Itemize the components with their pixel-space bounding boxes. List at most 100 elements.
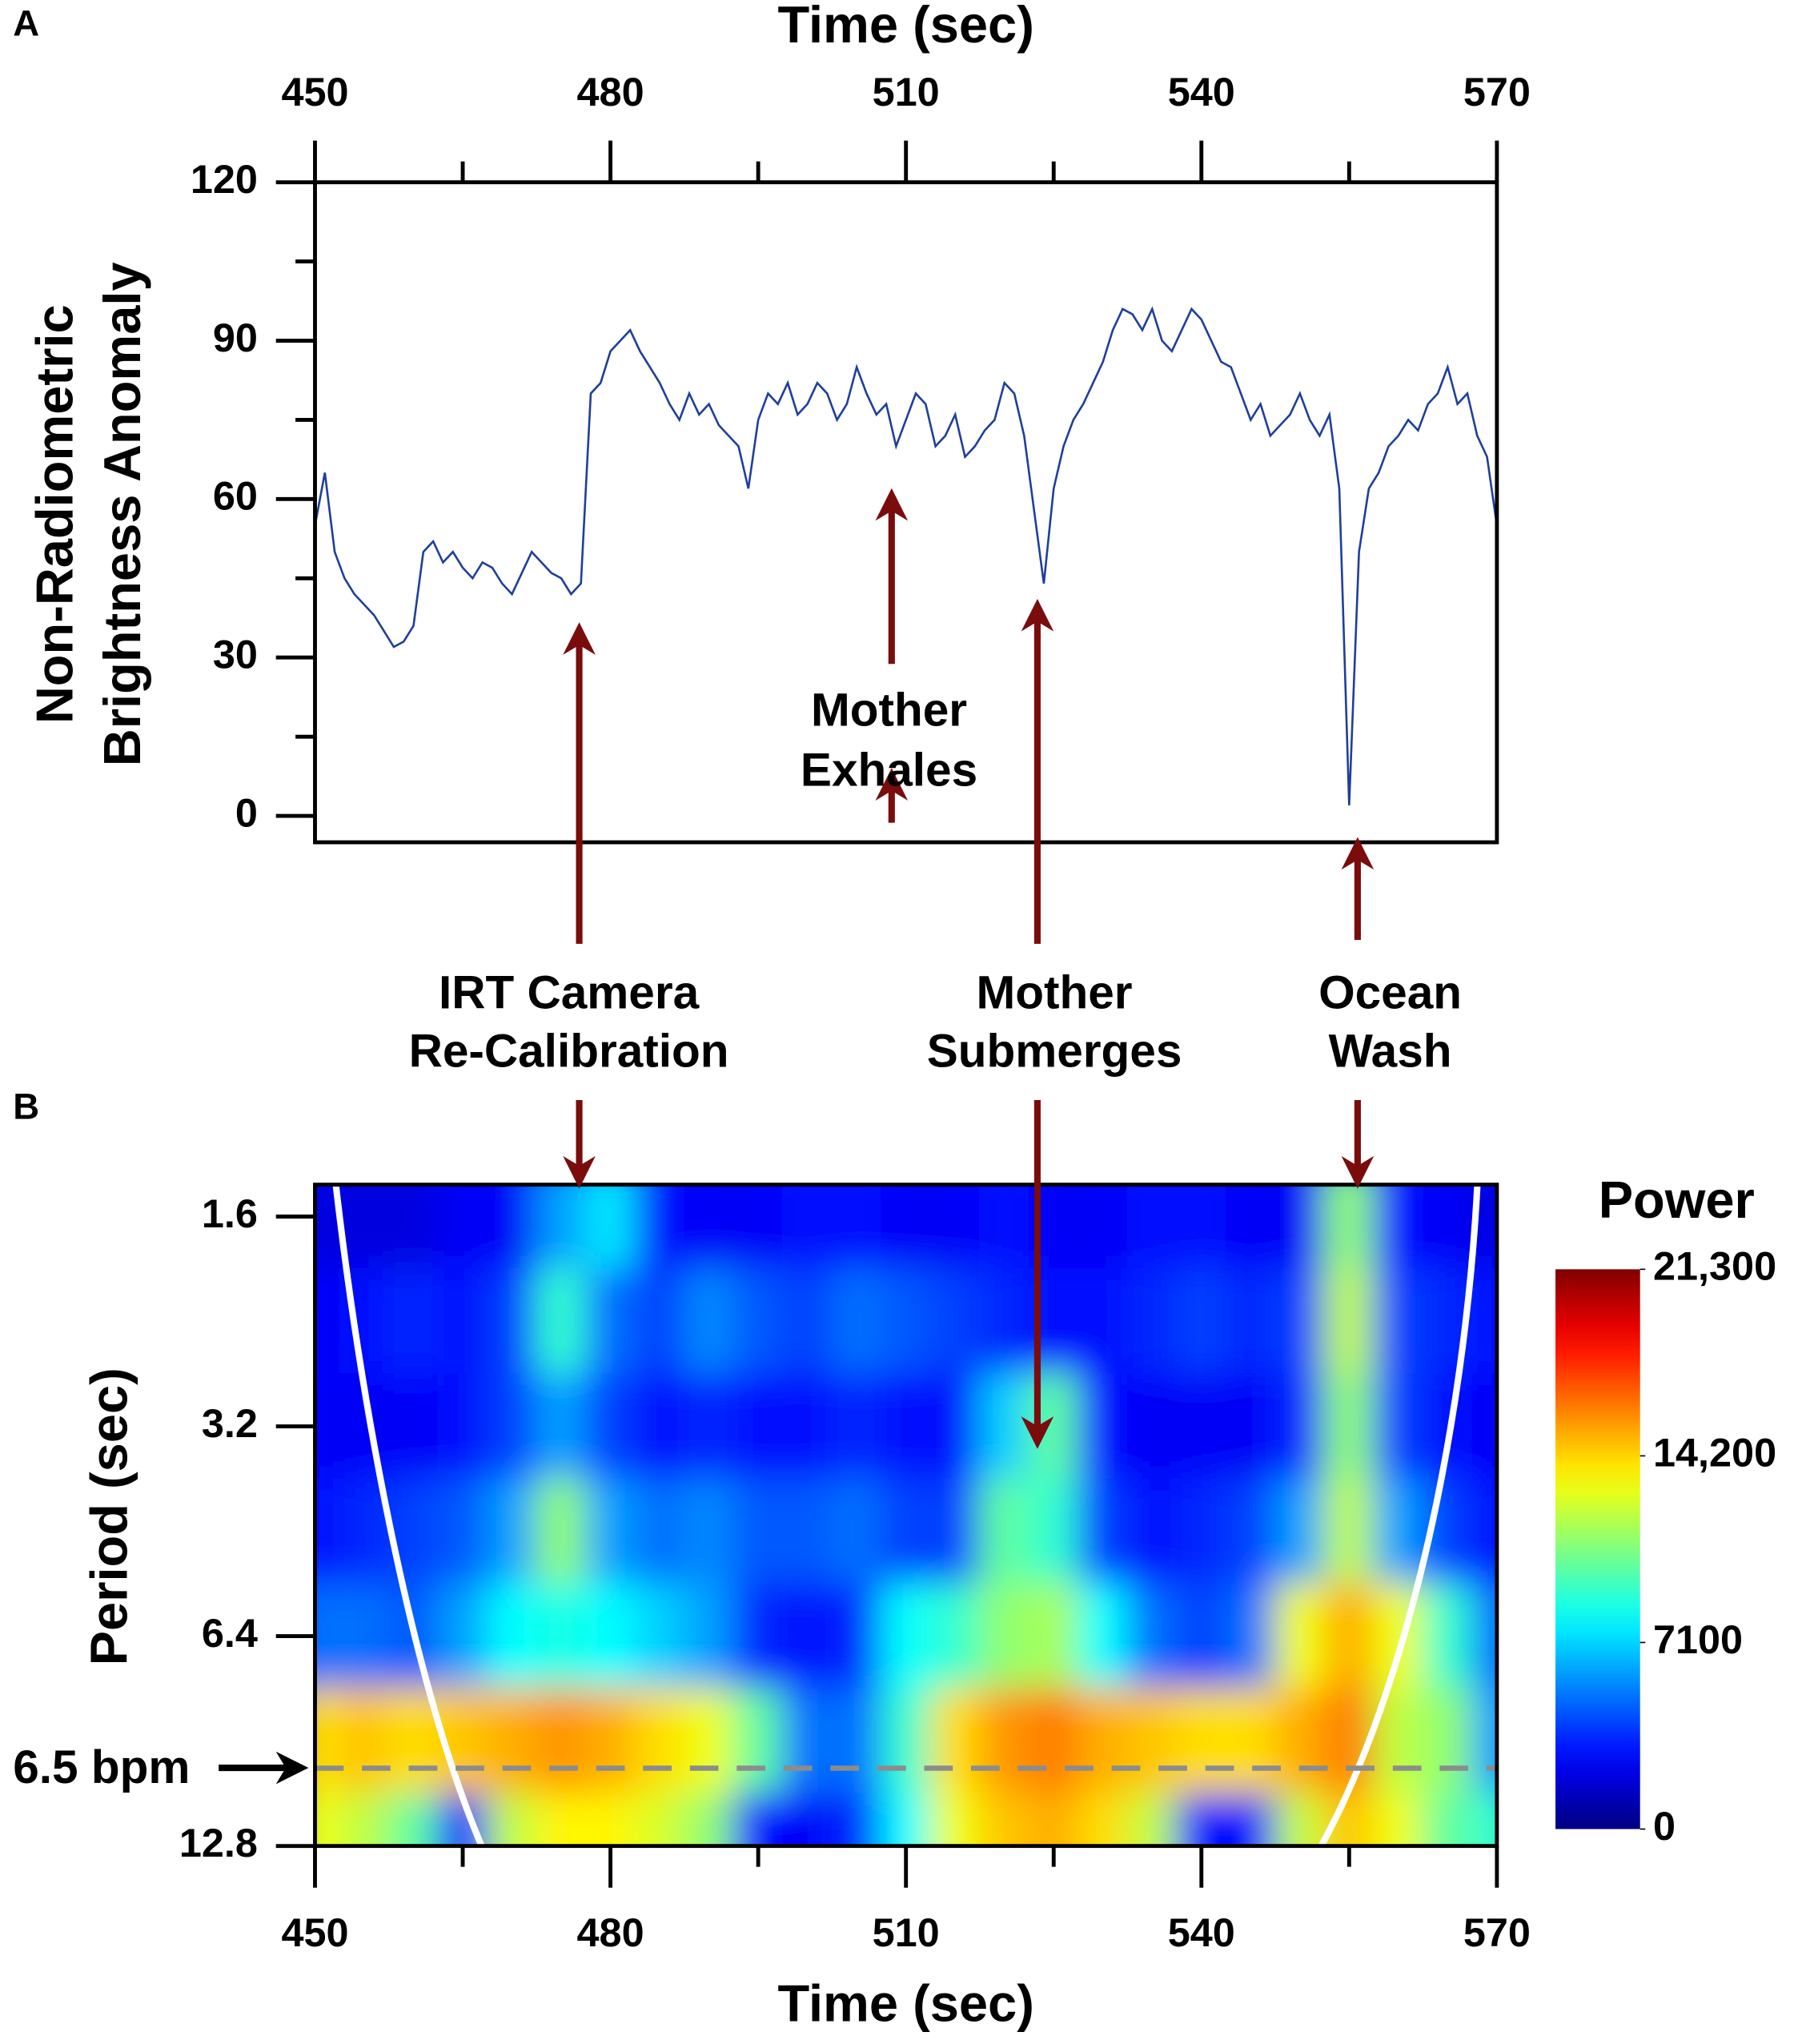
- heat-cell: [437, 1184, 488, 1270]
- heat-cell: [1471, 1372, 1497, 1480]
- heat-cell: [684, 1478, 735, 1585]
- heat-cell: [1176, 1184, 1227, 1270]
- heat-cell: [1373, 1184, 1424, 1270]
- annotation-arrows: [563, 488, 1375, 1449]
- heat-cell: [1028, 1478, 1079, 1585]
- heat-cell: [782, 1267, 833, 1375]
- heat-cell: [1274, 1583, 1326, 1689]
- heat-cell: [315, 1583, 341, 1689]
- heat-cell: [732, 1688, 784, 1794]
- heat-cell: [732, 1372, 784, 1480]
- heat-cell: [315, 1688, 341, 1794]
- heat-cell: [437, 1478, 488, 1585]
- heat-cell: [979, 1372, 1030, 1480]
- heat-cell: [1373, 1478, 1424, 1585]
- heat-cell: [339, 1793, 390, 1846]
- annotation: IRT Camera: [439, 966, 700, 1018]
- heat-cell: [585, 1372, 636, 1480]
- y-tick-label: 12.8: [179, 1820, 258, 1865]
- annotation: Wash: [1329, 1026, 1452, 1078]
- heatmap-cells: [315, 1184, 1497, 1846]
- heat-cell: [315, 1793, 341, 1846]
- y-tick-label: 90: [213, 315, 258, 360]
- annotation: Mother: [811, 685, 967, 737]
- heat-cell: [437, 1267, 488, 1375]
- y-tick-label: 60: [213, 473, 258, 519]
- heat-cell: [585, 1583, 636, 1689]
- heat-cell: [536, 1267, 587, 1375]
- heat-cell: [585, 1267, 636, 1375]
- heat-cell: [634, 1688, 685, 1794]
- y-tick-label: 30: [213, 632, 258, 677]
- x-tick-label: 480: [577, 69, 644, 114]
- heat-cell: [1078, 1184, 1129, 1270]
- heat-cell: [1274, 1688, 1326, 1794]
- heat-cell: [979, 1688, 1030, 1794]
- colorbar-tick-label: 14,200: [1653, 1430, 1776, 1476]
- colorbar-tick-label: 7100: [1653, 1616, 1743, 1662]
- heat-cell: [315, 1478, 341, 1585]
- heat-cell: [1323, 1372, 1375, 1480]
- heat-cell: [684, 1372, 735, 1480]
- heat-cell: [782, 1478, 833, 1585]
- heat-cell: [1274, 1793, 1326, 1846]
- heat-cell: [929, 1688, 981, 1794]
- heat-cell: [486, 1478, 538, 1585]
- heat-cell: [536, 1688, 587, 1794]
- heat-cell: [1126, 1793, 1178, 1846]
- cone-of-influence: [1318, 1184, 1481, 1846]
- heat-cell: [684, 1583, 735, 1689]
- heat-cell: [387, 1372, 439, 1480]
- heat-cell: [831, 1184, 882, 1270]
- heat-cell: [684, 1184, 735, 1270]
- y-tick-label: 0: [235, 789, 258, 835]
- heatmap: [315, 1184, 1497, 1846]
- heat-cell: [1274, 1478, 1326, 1585]
- heat-cell: [536, 1372, 587, 1480]
- heat-cell: [1225, 1267, 1276, 1375]
- heat-cell: [585, 1688, 636, 1794]
- heat-cell: [929, 1583, 981, 1689]
- heat-cell: [881, 1184, 932, 1270]
- heat-cell: [315, 1267, 341, 1375]
- y-axis-title: Non-Radiometric: [25, 304, 83, 724]
- heat-cell: [782, 1372, 833, 1480]
- heat-cell: [1471, 1688, 1497, 1794]
- heat-cell: [929, 1793, 981, 1846]
- heat-cell: [486, 1688, 538, 1794]
- x-tick-label: 480: [577, 1909, 644, 1955]
- heat-cell: [929, 1372, 981, 1480]
- heat-cell: [585, 1184, 636, 1270]
- heat-cell: [1471, 1583, 1497, 1689]
- colorbar-tick-label: 0: [1653, 1803, 1676, 1849]
- heat-cell: [1225, 1688, 1276, 1794]
- heat-cell: [1422, 1184, 1473, 1270]
- heat-cell: [881, 1688, 932, 1794]
- heat-cell: [486, 1372, 538, 1480]
- x-axis-title: Time (sec): [777, 1974, 1033, 2032]
- heat-cell: [831, 1478, 882, 1585]
- data-line: [314, 306, 1499, 805]
- heat-cell: [1471, 1267, 1497, 1375]
- heat-cell: [387, 1184, 439, 1270]
- heat-cell: [929, 1478, 981, 1585]
- heat-cell: [1323, 1583, 1375, 1689]
- heat-cell: [585, 1793, 636, 1846]
- x-tick-label: 450: [281, 69, 348, 114]
- heat-cell: [339, 1583, 390, 1689]
- heat-cell: [979, 1793, 1030, 1846]
- panel-label: A: [13, 3, 39, 44]
- heat-cell: [1225, 1583, 1276, 1689]
- cone-of-influence: [332, 1184, 485, 1846]
- heat-cell: [1274, 1267, 1326, 1375]
- heat-cell: [831, 1583, 882, 1689]
- heat-cell: [732, 1267, 784, 1375]
- heat-cell: [1471, 1793, 1497, 1846]
- heat-cell: [634, 1267, 685, 1375]
- annotation: Submerges: [927, 1026, 1182, 1078]
- colorbar-title: Power: [1599, 1171, 1755, 1229]
- x-tick-label: 570: [1463, 69, 1531, 114]
- heat-cell: [782, 1793, 833, 1846]
- annotation: Re-Calibration: [409, 1026, 729, 1078]
- heat-cell: [1323, 1184, 1375, 1270]
